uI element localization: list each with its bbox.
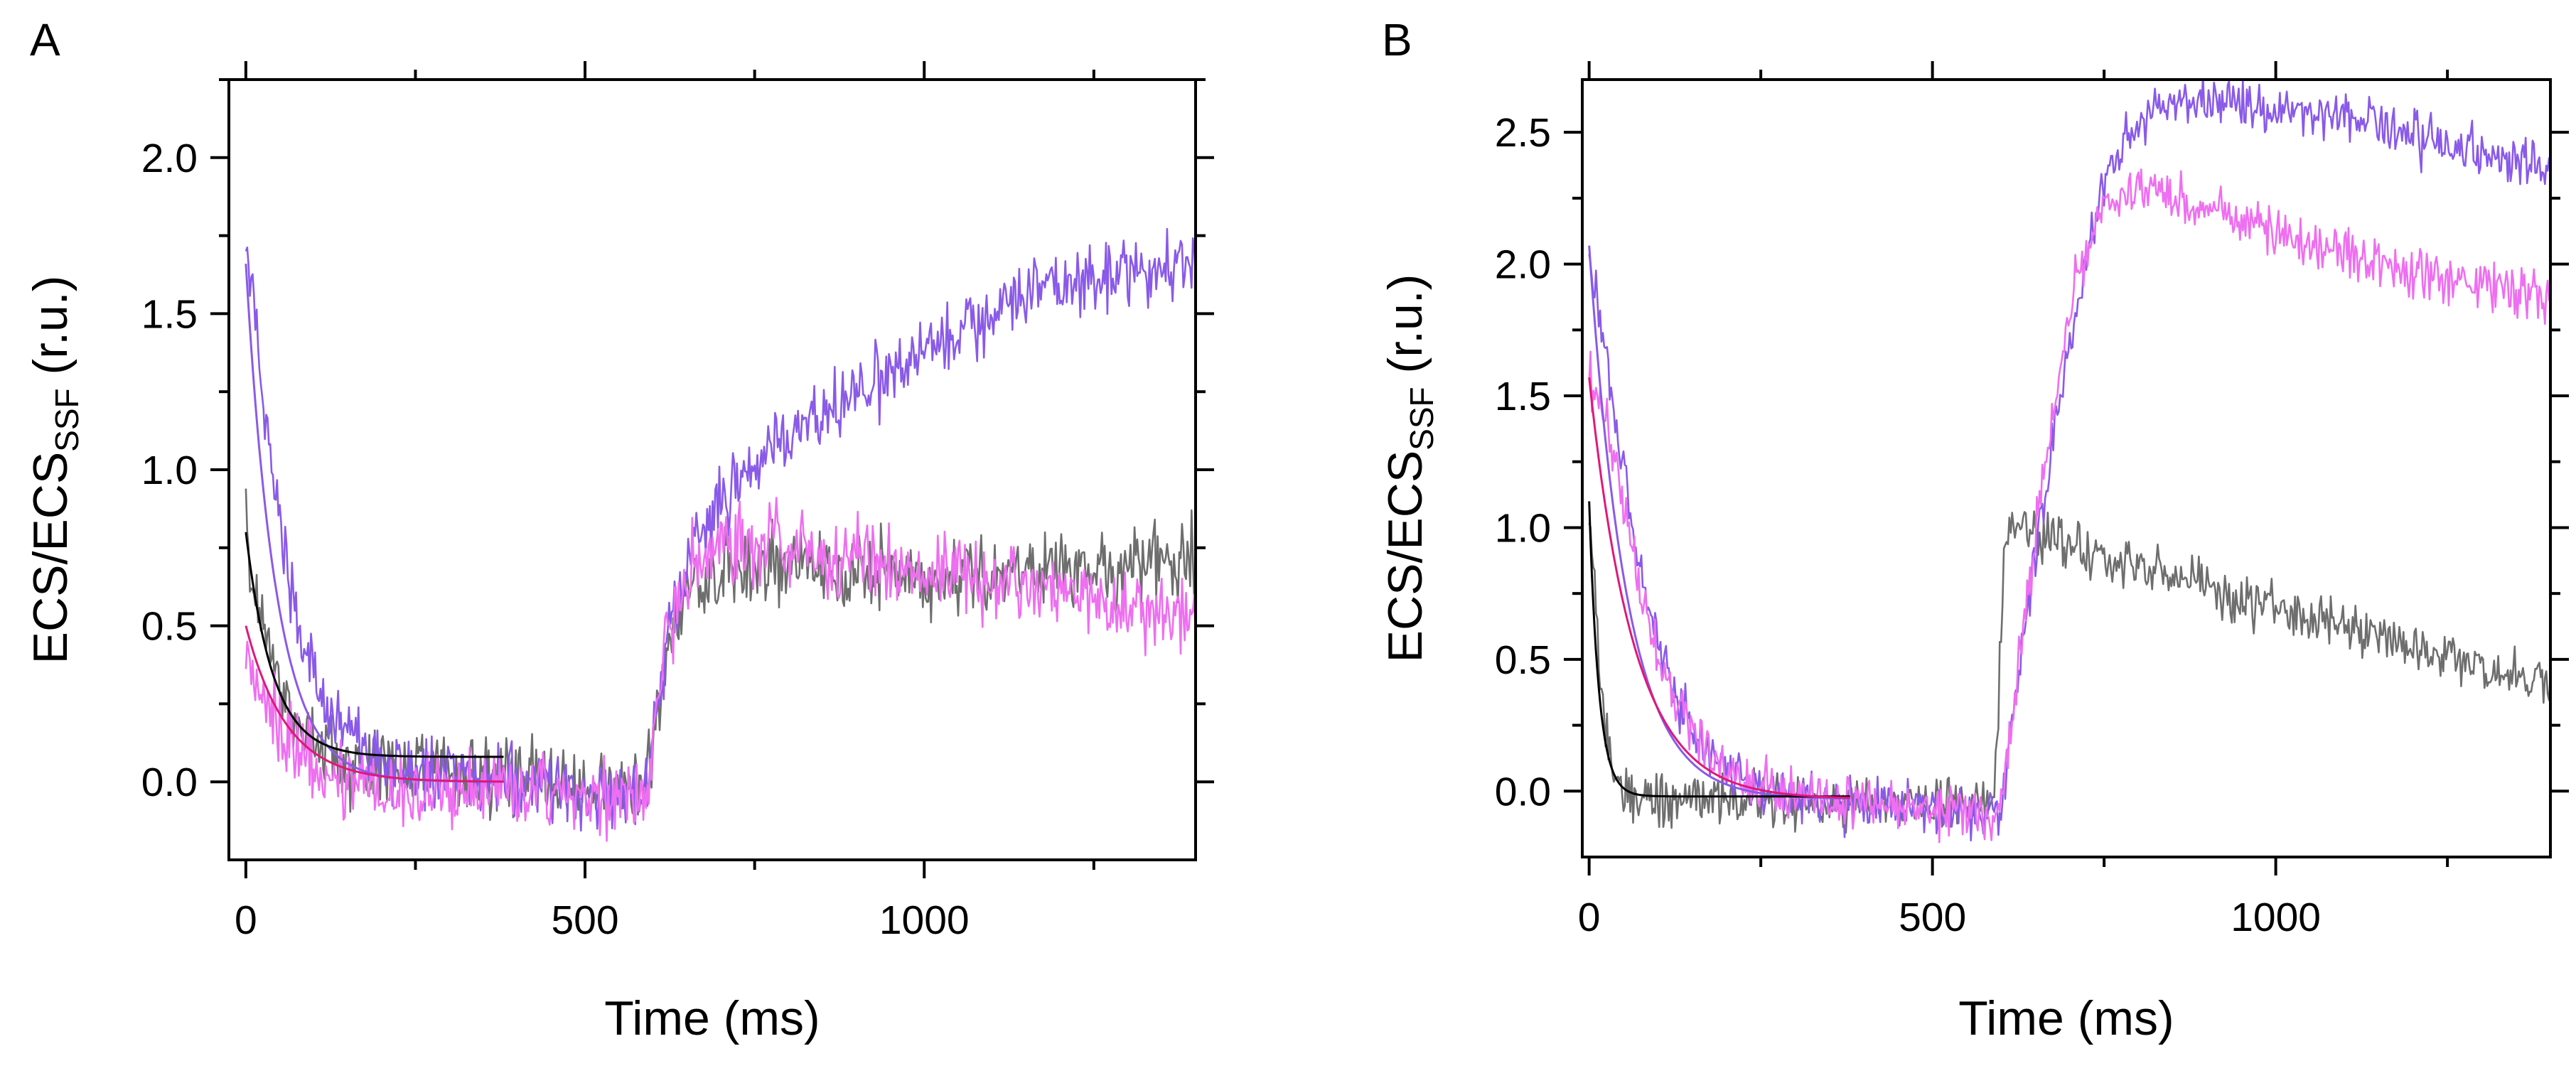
panel-b-y-tick-label: 2.5	[1495, 110, 1551, 156]
panel-b-frame	[1581, 78, 2552, 858]
panel-b-x-tick-label: 0	[1578, 895, 1601, 940]
panel-a-x-tick-label: 1000	[879, 898, 970, 943]
panel-a-x-axis-title: Time (ms)	[604, 991, 820, 1045]
panel-a-y-tick-label: 1.0	[141, 448, 198, 493]
panel-b-series-fit-magenta	[1588, 377, 1850, 799]
panel-a-series-purple-trace	[245, 227, 1196, 832]
panel-b-letter: B	[1382, 14, 1412, 65]
panel-a: A 0 500 1000 0.0 0.5 1.0 1.5 2.0 Time (ms) ECS/…	[23, 14, 1214, 1045]
panel-b-y-axis-title-main: ECS/ECS	[1378, 451, 1432, 663]
panel-b-y-tick-label: 0.5	[1495, 637, 1551, 683]
panel-a-ticks: 0 500 1000 0.0 0.5 1.0 1.5 2.0	[141, 61, 1214, 943]
panel-a-y-tick-label: 0.0	[141, 760, 198, 805]
panel-b-series-fit-black	[1588, 501, 1850, 798]
panel-b-series-gray-trace	[1588, 510, 2550, 834]
panel-b-y-tick-label: 2.0	[1495, 242, 1551, 288]
panel-a-x-tick-label: 0	[235, 898, 257, 943]
panel-a-y-tick-label: 2.0	[141, 136, 198, 181]
panel-b-x-axis-title: Time (ms)	[1958, 991, 2174, 1045]
panel-b-y-axis-title-subscript: SSF	[1403, 387, 1440, 450]
panel-a-y-axis-title-main: ECS/ECS	[23, 452, 77, 664]
panel-a-x-tick-label: 500	[551, 898, 618, 943]
panel-a-series-fit-black	[245, 532, 504, 758]
panel-b-y-tick-label: 0.0	[1495, 769, 1551, 814]
panel-a-y-tick-label: 0.5	[141, 604, 198, 650]
panel-b-y-tick-label: 1.5	[1495, 374, 1551, 419]
panel-b-x-tick-label: 500	[1899, 895, 1966, 940]
panel-a-series-fit-magenta	[245, 625, 504, 783]
panel-a-y-axis-title: ECS/ECSSSF (r.u.)	[23, 276, 85, 664]
panel-b-y-axis-title-unit: (r.u.)	[1378, 274, 1432, 387]
panel-a-y-tick-label: 1.5	[141, 291, 198, 337]
panel-a-y-axis-title-subscript: SSF	[48, 388, 85, 451]
panel-b-plot-area	[1588, 80, 2550, 844]
panel-b-ticks: 0 500 1000 0.0 0.5 1.0 1.5 2.0 2.5	[1495, 61, 2569, 940]
panel-a-series-pink-trace	[245, 497, 1196, 842]
panel-a-letter: A	[30, 14, 60, 65]
panel-b-x-tick-label: 1000	[2231, 895, 2321, 940]
panel-b-y-axis-title: ECS/ECSSSF (r.u.)	[1378, 274, 1440, 663]
panel-b-series-purple-trace	[1588, 80, 2550, 842]
panel-a-y-axis-title-unit: (r.u.)	[23, 276, 77, 389]
panel-b-series-pink-trace	[1588, 168, 2550, 844]
panel-b-y-tick-label: 1.0	[1495, 505, 1551, 551]
panel-b: B 0 500 1000 0.0 0.5 1.0 1.5 2.0 2.5 Time (ms) E…	[1378, 14, 2569, 1045]
panel-a-plot-area	[245, 227, 1196, 842]
